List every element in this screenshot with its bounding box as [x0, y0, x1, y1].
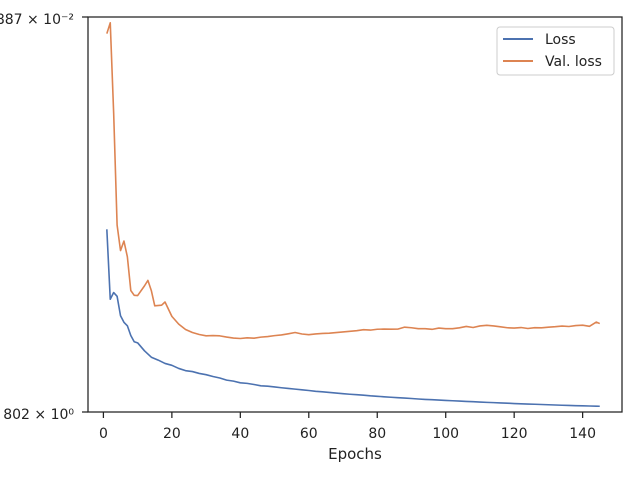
series-layer [106, 22, 601, 408]
y-ticks: 887 × 10⁻² 802 × 10⁰ [0, 12, 88, 423]
series-line-val-loss [106, 22, 601, 340]
x-tick-label-20: 20 [163, 426, 181, 442]
legend-label-val-loss: Val. loss [545, 54, 602, 70]
x-tick-label-0: 0 [99, 426, 108, 442]
x-tick-label-140: 140 [569, 426, 596, 442]
legend-label-loss: Loss [545, 32, 576, 48]
series-line-loss [106, 229, 600, 408]
x-tick-label-120: 120 [501, 426, 528, 442]
axes-frame [87, 16, 623, 413]
x-ticks: 0 20 40 60 80 100 120 140 [99, 412, 596, 442]
y-tick-label-top: 887 × 10⁻² [0, 12, 74, 28]
x-tick-label-100: 100 [432, 426, 459, 442]
x-axis-label: Epochs [328, 445, 382, 463]
x-tick-label-80: 80 [368, 426, 386, 442]
legend: Loss Val. loss [496, 26, 615, 76]
x-tick-label-40: 40 [231, 426, 249, 442]
x-tick-label-60: 60 [300, 426, 318, 442]
y-tick-label-bottom: 802 × 10⁰ [3, 407, 74, 423]
plot-area [88, 17, 622, 412]
